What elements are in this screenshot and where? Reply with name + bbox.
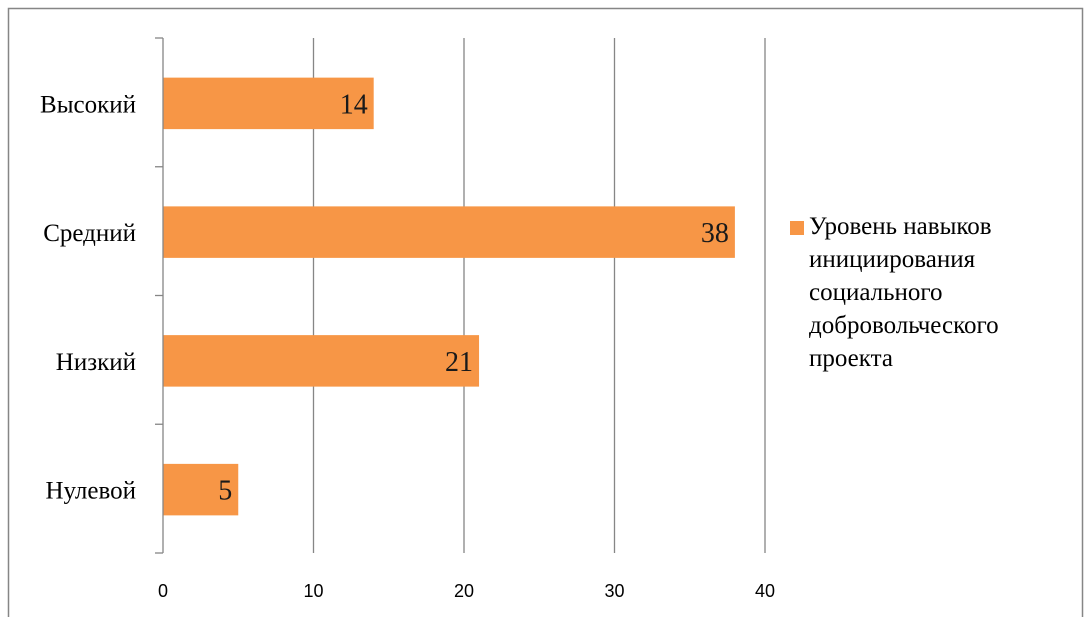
- bar-2: [163, 206, 735, 258]
- bar-3: [163, 335, 480, 387]
- x-tick-label: 40: [755, 581, 775, 601]
- data-label: 5: [218, 476, 232, 507]
- category-label: Нулевой: [45, 478, 136, 505]
- labels: 0 10 20 30 40 Высокий 14 Средний 38 Низкий 21 Нулев…: [40, 89, 775, 601]
- bar-1: [163, 77, 374, 130]
- legend-swatch: [790, 221, 804, 235]
- category-label: Высокий: [40, 91, 136, 118]
- bars: [163, 77, 735, 516]
- gridlines: [312, 38, 766, 553]
- category-label: Низкий: [56, 349, 136, 376]
- x-tick-label: 10: [303, 581, 323, 601]
- chart-border: [7, 7, 1084, 622]
- x-tick-label: 0: [158, 581, 168, 601]
- legend-series-label: Уровень навыков инициирования социальног…: [809, 213, 999, 372]
- x-tick-label: 20: [454, 581, 474, 601]
- data-label: 14: [340, 89, 368, 120]
- data-label: 21: [445, 347, 473, 378]
- legend: Уровень навыков инициирования социальног…: [790, 210, 1060, 375]
- axes: [155, 37, 164, 554]
- category-label: Средний: [43, 220, 136, 247]
- data-label: 38: [701, 218, 729, 249]
- x-tick-label: 30: [604, 581, 624, 601]
- bar-4: [163, 463, 239, 516]
